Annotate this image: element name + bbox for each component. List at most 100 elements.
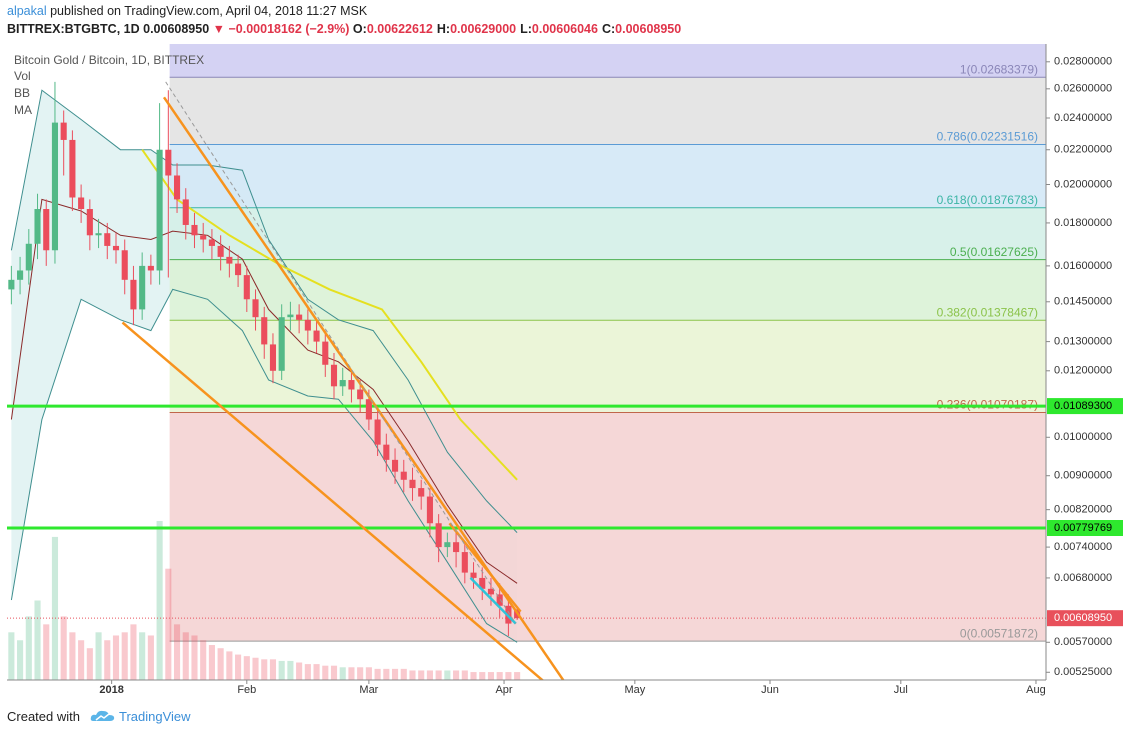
legend-entry: Vol: [14, 69, 31, 83]
y-tick-label: 0.00740000: [1054, 541, 1112, 553]
legend-entry: MA: [14, 103, 32, 117]
volume-bar: [173, 624, 181, 680]
y-tick-label: 0.02000000: [1054, 178, 1112, 190]
x-tick-label: Aug: [1026, 684, 1046, 696]
y-tick-label: 0.00525000: [1054, 666, 1112, 678]
volume-bar: [287, 660, 294, 680]
candle-body: [400, 471, 407, 480]
y-tick-label: 0.01000000: [1054, 431, 1112, 443]
fib-label: 0.382(0.01378467): [937, 305, 1038, 319]
volume-bar: [269, 659, 277, 680]
fib-label: 1(0.02683379): [960, 62, 1038, 76]
symbol: BITTREX:BTGBTC, 1D: [7, 22, 140, 36]
candle-body: [182, 199, 189, 225]
axes: 0.02800000 0.02600000 0.02400000 0.02200000…: [99, 56, 1123, 696]
volume-bar: [453, 670, 460, 680]
volume-bar: [365, 667, 372, 680]
candle-body: [25, 243, 32, 271]
volume-bar: [348, 667, 355, 680]
volume-bar: [208, 645, 215, 680]
trend-line: [448, 522, 522, 613]
candle-body: [287, 314, 294, 318]
volume-bar: [147, 635, 154, 680]
volume-bar: [226, 651, 233, 680]
candle-body: [470, 572, 477, 578]
candle-body: [121, 250, 128, 280]
fib-band: [169, 207, 1046, 260]
y-tick-label: 0.02600000: [1054, 83, 1112, 95]
x-tick-label: Jul: [894, 684, 908, 696]
price-label: 0.00608950: [1054, 612, 1112, 624]
x-tick-label: Mar: [359, 684, 378, 696]
candle-body: [487, 588, 495, 595]
volume-bar: [217, 648, 224, 680]
fib-band: [169, 144, 1046, 208]
x-tick-label: Jun: [761, 684, 779, 696]
candle-body: [226, 256, 233, 264]
volume-bar: [200, 640, 207, 680]
bb-basis: [10, 198, 518, 584]
candle-body: [208, 239, 215, 246]
price-label-bg: [1047, 398, 1123, 415]
volume-bar: [43, 624, 50, 680]
volume-bar: [104, 640, 111, 680]
logo: [90, 710, 114, 721]
user[interactable]: alpakal: [7, 4, 47, 18]
candle-body: [444, 542, 451, 548]
candle-body: [330, 364, 338, 387]
volume-bar: [339, 667, 346, 680]
candle-body: [296, 314, 303, 320]
candle-body: [130, 279, 137, 310]
candle-body: [278, 317, 285, 371]
candle-body: [147, 265, 154, 271]
candle-body: [200, 235, 207, 240]
chart-title: Bitcoin Gold / Bitcoin, 1D, BITTREX: [14, 53, 204, 67]
candle-body: [43, 209, 50, 251]
volume-bar: [60, 616, 67, 680]
volume-bar: [8, 632, 15, 680]
volume-bar: [165, 568, 172, 680]
candle-body: [112, 245, 120, 251]
candle-body: [453, 542, 460, 553]
trend-line: [121, 321, 545, 680]
candle-body: [217, 245, 224, 257]
candle-body: [78, 197, 85, 210]
candle-body: [261, 317, 268, 345]
fib-label: 0.5(0.01627625): [950, 245, 1038, 259]
plot: 1(0.02683379) 0.786(0.02231516) 0.618(0.01…: [7, 44, 1046, 680]
fib-band: [169, 44, 1046, 78]
y-tick-label: 0.00570000: [1054, 636, 1112, 648]
y-tick-label: 0.00820000: [1054, 504, 1112, 516]
candle-body: [426, 496, 433, 524]
volume-bar: [304, 664, 311, 680]
fib-label: 0(0.00571872): [960, 626, 1038, 640]
volume-bar: [34, 600, 41, 680]
volume-bar: [496, 672, 503, 680]
candle-body: [496, 594, 503, 606]
candle-body: [69, 139, 76, 198]
volume-bar: [330, 665, 338, 680]
fib-band: [169, 320, 1046, 413]
volume-bar: [487, 672, 495, 680]
volume-bar: [86, 648, 93, 680]
last: 0.00608950: [143, 22, 210, 36]
volume-bar: [479, 672, 486, 680]
candle-body: [139, 265, 146, 310]
volume-bar: [461, 670, 468, 680]
candle-body: [435, 523, 442, 548]
volume-bar: [25, 616, 32, 680]
brand[interactable]: TradingView: [119, 709, 191, 724]
candle-body: [269, 344, 277, 371]
volume-bar: [296, 662, 303, 680]
candle-body: [391, 459, 399, 472]
volume-bar: [243, 656, 250, 680]
publish-line: alpakal published on TradingView.com, Ap…: [7, 4, 367, 18]
x-tick-label: Feb: [237, 684, 256, 696]
price-label: 0.00779769: [1054, 522, 1112, 534]
legend: Bitcoin Gold / Bitcoin, 1D, BITTREX Vol B…: [14, 53, 204, 117]
candle-body: [235, 263, 242, 276]
ohlc-value: 0.00629000: [450, 22, 517, 36]
candle-body: [243, 275, 250, 300]
y-tick-label: 0.02200000: [1054, 144, 1112, 156]
ohlc-value: 0.00606046: [531, 22, 598, 36]
